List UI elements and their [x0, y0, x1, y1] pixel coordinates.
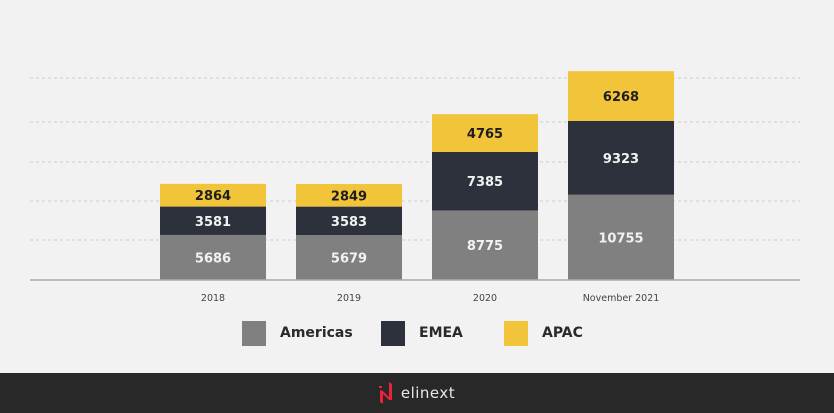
- legend-label: EMEA: [419, 325, 463, 341]
- legend-swatch-apac: [504, 320, 528, 346]
- bar-segment-apac[interactable]: [296, 184, 402, 207]
- bar-segment-emea[interactable]: [160, 206, 266, 235]
- data-label: 5679: [331, 251, 367, 266]
- data-label: 3581: [195, 215, 231, 230]
- legend-swatch-americas: [242, 320, 266, 346]
- bar-segment-americas[interactable]: [160, 234, 266, 280]
- x-tick-label: 2019: [337, 293, 361, 304]
- bar-segment-emea[interactable]: [432, 151, 538, 211]
- brand-name: elinext: [400, 384, 456, 402]
- data-label: 10755: [598, 231, 643, 246]
- legend-swatch-emea: [381, 320, 405, 346]
- brand-logo[interactable]: elinext: [378, 382, 456, 404]
- bar-segment-emea[interactable]: [568, 120, 674, 195]
- legend-item-americas[interactable]: Americas: [242, 320, 353, 346]
- data-label: 7385: [467, 175, 503, 190]
- legend-label: Americas: [280, 325, 353, 341]
- data-label: 9323: [603, 152, 639, 167]
- legend-item-apac[interactable]: APAC: [504, 320, 583, 346]
- data-label: 3583: [331, 215, 367, 230]
- legend: Americas EMEA APAC: [0, 320, 834, 346]
- bar-segment-americas[interactable]: [432, 210, 538, 280]
- stacked-bar-chart: 5686 3581 2864 5679 3583 2849 8775 7385 4765 1075…: [30, 71, 800, 304]
- gridlines: [30, 77, 800, 241]
- x-tick-label: November 2021: [583, 293, 660, 304]
- bar-segment-americas[interactable]: [568, 194, 674, 280]
- bar-segment-emea[interactable]: [296, 206, 402, 235]
- data-label: 4765: [467, 127, 503, 142]
- bars: 5686 3581 2864 5679 3583 2849 8775 7385 4765 1075…: [160, 71, 674, 280]
- x-tick-labels: 2018 2019 2020 November 2021: [201, 293, 659, 304]
- x-tick-label: 2020: [473, 293, 497, 304]
- legend-label: APAC: [542, 325, 583, 341]
- legend-item-emea[interactable]: EMEA: [381, 320, 463, 346]
- data-label: 2864: [195, 189, 231, 204]
- bar-segment-apac[interactable]: [432, 114, 538, 152]
- bar-segment-americas[interactable]: [296, 234, 402, 280]
- bar-segment-apac[interactable]: [568, 71, 674, 121]
- data-label: 6268: [603, 90, 639, 105]
- data-label: 8775: [467, 239, 503, 254]
- x-tick-label: 2018: [201, 293, 225, 304]
- bar-segment-apac[interactable]: [160, 183, 266, 207]
- data-label: 5686: [195, 251, 231, 266]
- elinext-logo-icon: [378, 382, 392, 404]
- footer-bar: elinext: [0, 373, 834, 413]
- data-label: 2849: [331, 189, 367, 204]
